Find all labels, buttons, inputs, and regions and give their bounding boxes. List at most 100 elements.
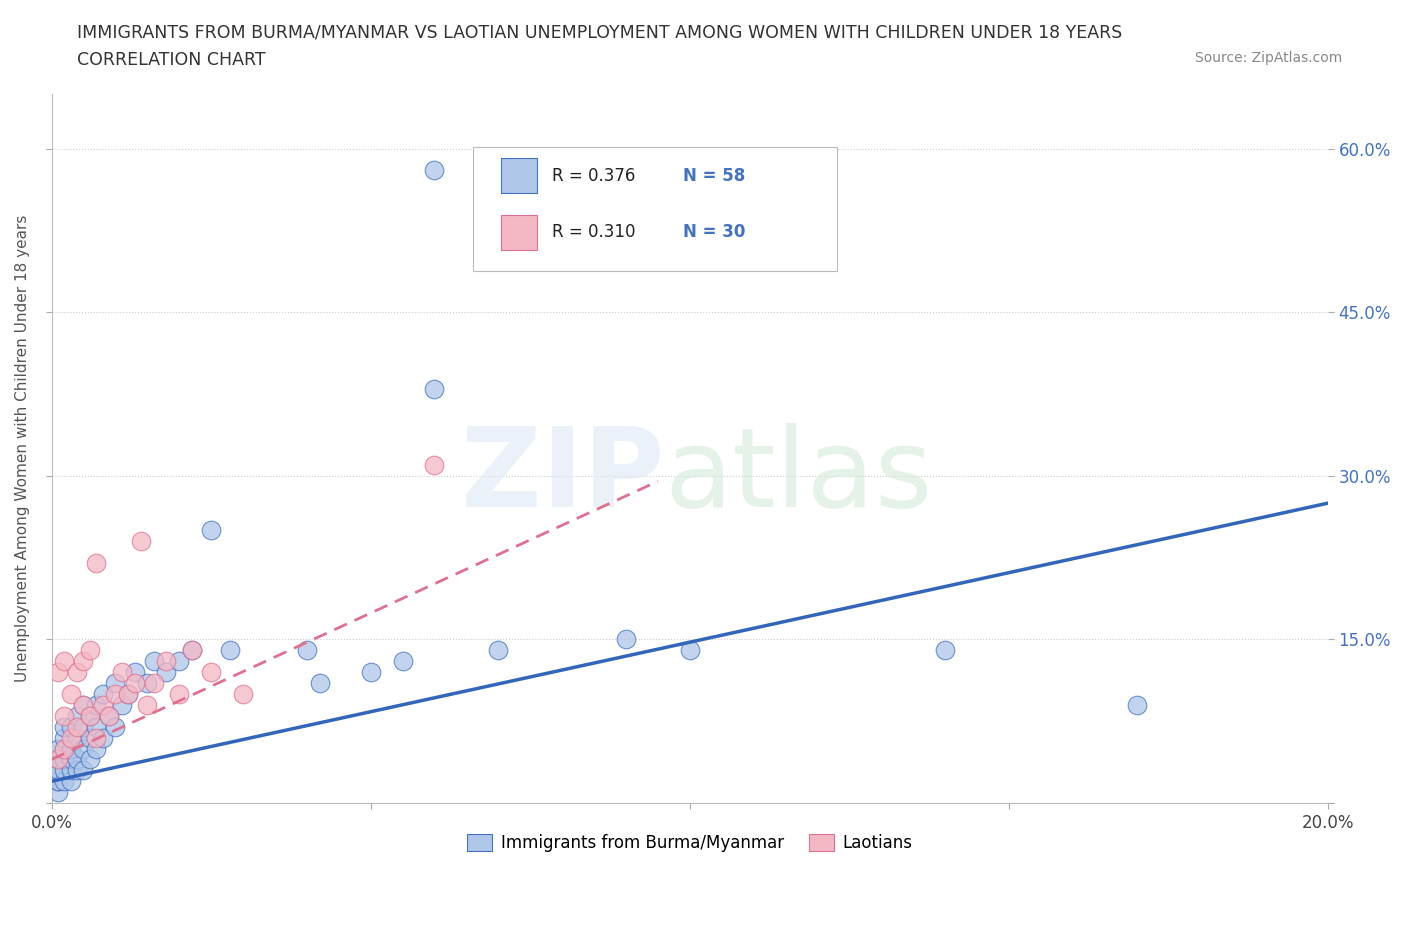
Point <box>142 654 165 669</box>
Point <box>66 709 89 724</box>
Point <box>98 709 121 724</box>
Point <box>200 523 222 538</box>
Point <box>79 730 101 745</box>
Point <box>232 686 254 701</box>
Point <box>46 785 69 800</box>
Point <box>104 676 127 691</box>
Point <box>66 665 89 680</box>
Point <box>46 752 69 767</box>
Point <box>200 665 222 680</box>
Point <box>181 643 204 658</box>
FancyBboxPatch shape <box>472 147 837 272</box>
Point <box>136 698 159 712</box>
Bar <box>501 158 537 193</box>
Point <box>124 665 146 680</box>
Point <box>46 752 69 767</box>
Point <box>79 752 101 767</box>
Point <box>295 643 318 658</box>
Point <box>59 686 82 701</box>
Point <box>91 698 114 712</box>
Point <box>72 698 94 712</box>
Point <box>142 676 165 691</box>
Point <box>72 719 94 734</box>
Point <box>84 719 107 734</box>
Point <box>46 774 69 789</box>
Point <box>84 698 107 712</box>
Point <box>679 643 702 658</box>
Point <box>79 709 101 724</box>
Point <box>59 774 82 789</box>
Point <box>53 709 76 724</box>
Point <box>46 774 69 789</box>
Point <box>614 632 637 647</box>
Text: atlas: atlas <box>664 423 932 530</box>
Point <box>84 555 107 570</box>
Point <box>53 763 76 777</box>
Point <box>53 741 76 756</box>
Point <box>72 698 94 712</box>
Point <box>423 381 446 396</box>
Point <box>59 752 82 767</box>
Point <box>59 763 82 777</box>
Point <box>98 709 121 724</box>
Point <box>155 665 177 680</box>
Point <box>136 676 159 691</box>
Point <box>59 730 82 745</box>
Point <box>46 665 69 680</box>
Point <box>124 676 146 691</box>
Point <box>117 686 139 701</box>
Point <box>53 719 76 734</box>
Text: R = 0.310: R = 0.310 <box>553 223 636 241</box>
Point <box>167 654 190 669</box>
Bar <box>501 215 537 250</box>
Point <box>91 686 114 701</box>
Point <box>181 643 204 658</box>
Text: N = 58: N = 58 <box>683 166 745 184</box>
Point <box>84 741 107 756</box>
Point <box>104 719 127 734</box>
Text: IMMIGRANTS FROM BURMA/MYANMAR VS LAOTIAN UNEMPLOYMENT AMONG WOMEN WITH CHILDREN : IMMIGRANTS FROM BURMA/MYANMAR VS LAOTIAN… <box>77 23 1122 41</box>
Point <box>79 643 101 658</box>
Point <box>66 719 89 734</box>
Legend: Immigrants from Burma/Myanmar, Laotians: Immigrants from Burma/Myanmar, Laotians <box>461 827 920 858</box>
Point <box>72 654 94 669</box>
Point <box>91 730 114 745</box>
Point <box>219 643 242 658</box>
Text: Source: ZipAtlas.com: Source: ZipAtlas.com <box>1195 51 1343 65</box>
Point <box>72 763 94 777</box>
Point <box>79 709 101 724</box>
Point <box>53 774 76 789</box>
Point <box>46 741 69 756</box>
Point <box>84 730 107 745</box>
Point <box>934 643 956 658</box>
Point <box>53 752 76 767</box>
Point <box>129 534 152 549</box>
Text: N = 30: N = 30 <box>683 223 745 241</box>
Point <box>1125 698 1147 712</box>
Point <box>104 686 127 701</box>
Point <box>46 763 69 777</box>
Point <box>155 654 177 669</box>
Point <box>391 654 413 669</box>
Point <box>53 654 76 669</box>
Point <box>66 763 89 777</box>
Point <box>111 665 134 680</box>
Point <box>66 752 89 767</box>
Point <box>72 741 94 756</box>
Point <box>111 698 134 712</box>
Point <box>423 163 446 178</box>
Text: CORRELATION CHART: CORRELATION CHART <box>77 51 266 69</box>
Point <box>308 676 330 691</box>
Point <box>59 719 82 734</box>
Point <box>46 763 69 777</box>
Point <box>53 741 76 756</box>
Text: R = 0.376: R = 0.376 <box>553 166 636 184</box>
Point <box>360 665 382 680</box>
Text: ZIP: ZIP <box>461 423 664 530</box>
Point <box>423 458 446 472</box>
Point <box>66 730 89 745</box>
Point <box>167 686 190 701</box>
Point <box>117 686 139 701</box>
Y-axis label: Unemployment Among Women with Children Under 18 years: Unemployment Among Women with Children U… <box>15 215 30 683</box>
Point <box>59 741 82 756</box>
